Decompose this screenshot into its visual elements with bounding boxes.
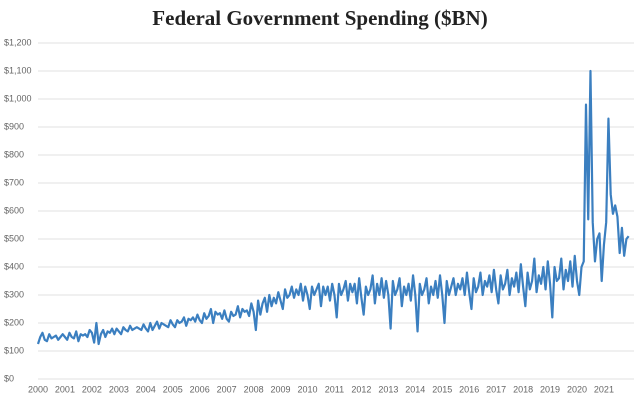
x-tick-label: 2018 bbox=[513, 384, 533, 394]
x-tick-label: 2001 bbox=[55, 384, 75, 394]
series-line bbox=[36, 69, 630, 346]
x-tick-label: 2002 bbox=[82, 384, 102, 394]
y-tick-label: $0 bbox=[4, 373, 14, 383]
x-tick-label: 2014 bbox=[405, 384, 425, 394]
x-tick-label: 2020 bbox=[567, 384, 587, 394]
y-tick-label: $200 bbox=[4, 317, 24, 327]
x-tick-label: 2003 bbox=[109, 384, 129, 394]
x-tick-label: 2012 bbox=[351, 384, 371, 394]
y-tick-label: $900 bbox=[4, 121, 24, 131]
x-tick-label: 2011 bbox=[325, 384, 344, 394]
x-tick-label: 2013 bbox=[378, 384, 398, 394]
y-tick-label: $300 bbox=[4, 289, 24, 299]
x-tick-label: 2015 bbox=[432, 384, 452, 394]
x-tick-label: 2016 bbox=[459, 384, 479, 394]
x-tick-label: 2007 bbox=[217, 384, 237, 394]
x-tick-label: 2008 bbox=[244, 384, 264, 394]
x-tick-label: 2009 bbox=[271, 384, 291, 394]
x-tick-label: 2006 bbox=[190, 384, 210, 394]
x-tick-label: 2017 bbox=[486, 384, 506, 394]
y-tick-label: $500 bbox=[4, 233, 24, 243]
x-tick-label: 2010 bbox=[297, 384, 317, 394]
y-tick-label: $100 bbox=[4, 345, 24, 355]
y-tick-label: $400 bbox=[4, 261, 24, 271]
x-tick-label: 2021 bbox=[594, 384, 614, 394]
x-tick-label: 2004 bbox=[136, 384, 156, 394]
y-tick-label: $600 bbox=[4, 205, 24, 215]
x-tick-label: 2000 bbox=[28, 384, 48, 394]
x-tick-label: 2019 bbox=[540, 384, 560, 394]
y-tick-label: $1,000 bbox=[4, 93, 32, 103]
y-tick-label: $1,100 bbox=[4, 65, 32, 75]
y-tick-label: $700 bbox=[4, 177, 24, 187]
y-tick-label: $1,200 bbox=[4, 37, 32, 47]
y-tick-label: $800 bbox=[4, 149, 24, 159]
x-tick-label: 2005 bbox=[163, 384, 183, 394]
chart-title: Federal Government Spending ($BN) bbox=[152, 6, 487, 30]
